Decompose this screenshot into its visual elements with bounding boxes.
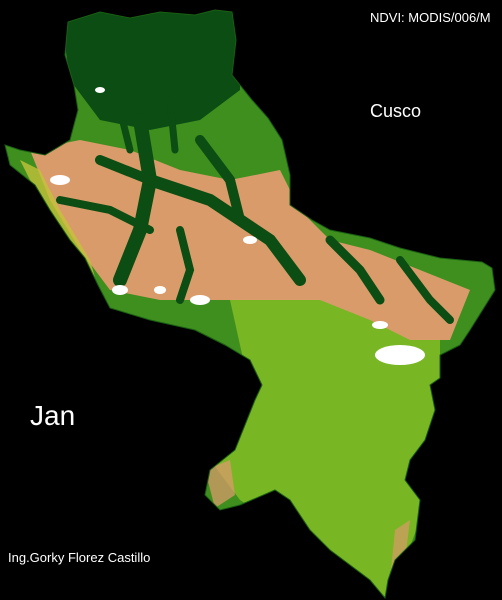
snow-patch-8	[95, 87, 105, 93]
snow-patch-5	[372, 321, 388, 329]
valley-7	[325, 235, 385, 305]
vegetation-dense-north	[60, 10, 240, 130]
valley-1	[113, 113, 158, 287]
valley-9	[116, 106, 134, 154]
valley-3	[95, 155, 155, 185]
author-credit: Ing.Gorky Florez Castillo	[8, 550, 151, 565]
snow-patch-6	[50, 175, 70, 185]
month-label: Jan	[30, 400, 76, 431]
sparse-south	[205, 460, 235, 508]
region-label: Cusco	[370, 101, 422, 121]
snow-patch-2	[112, 285, 128, 295]
valley-4	[195, 135, 245, 225]
snow-patch-1	[375, 345, 425, 365]
valley-5	[176, 226, 195, 304]
valley-10	[166, 96, 179, 154]
snow-patches	[50, 87, 425, 365]
snow-patch-3	[154, 286, 166, 294]
river-valleys	[56, 96, 454, 324]
region-outline	[4, 9, 496, 600]
data-source-label: NDVI: MODIS/006/M	[370, 10, 491, 25]
snow-patch-7	[243, 236, 257, 244]
valley-8	[396, 256, 454, 324]
valley-6	[56, 196, 154, 234]
snow-patch-4	[190, 295, 210, 305]
